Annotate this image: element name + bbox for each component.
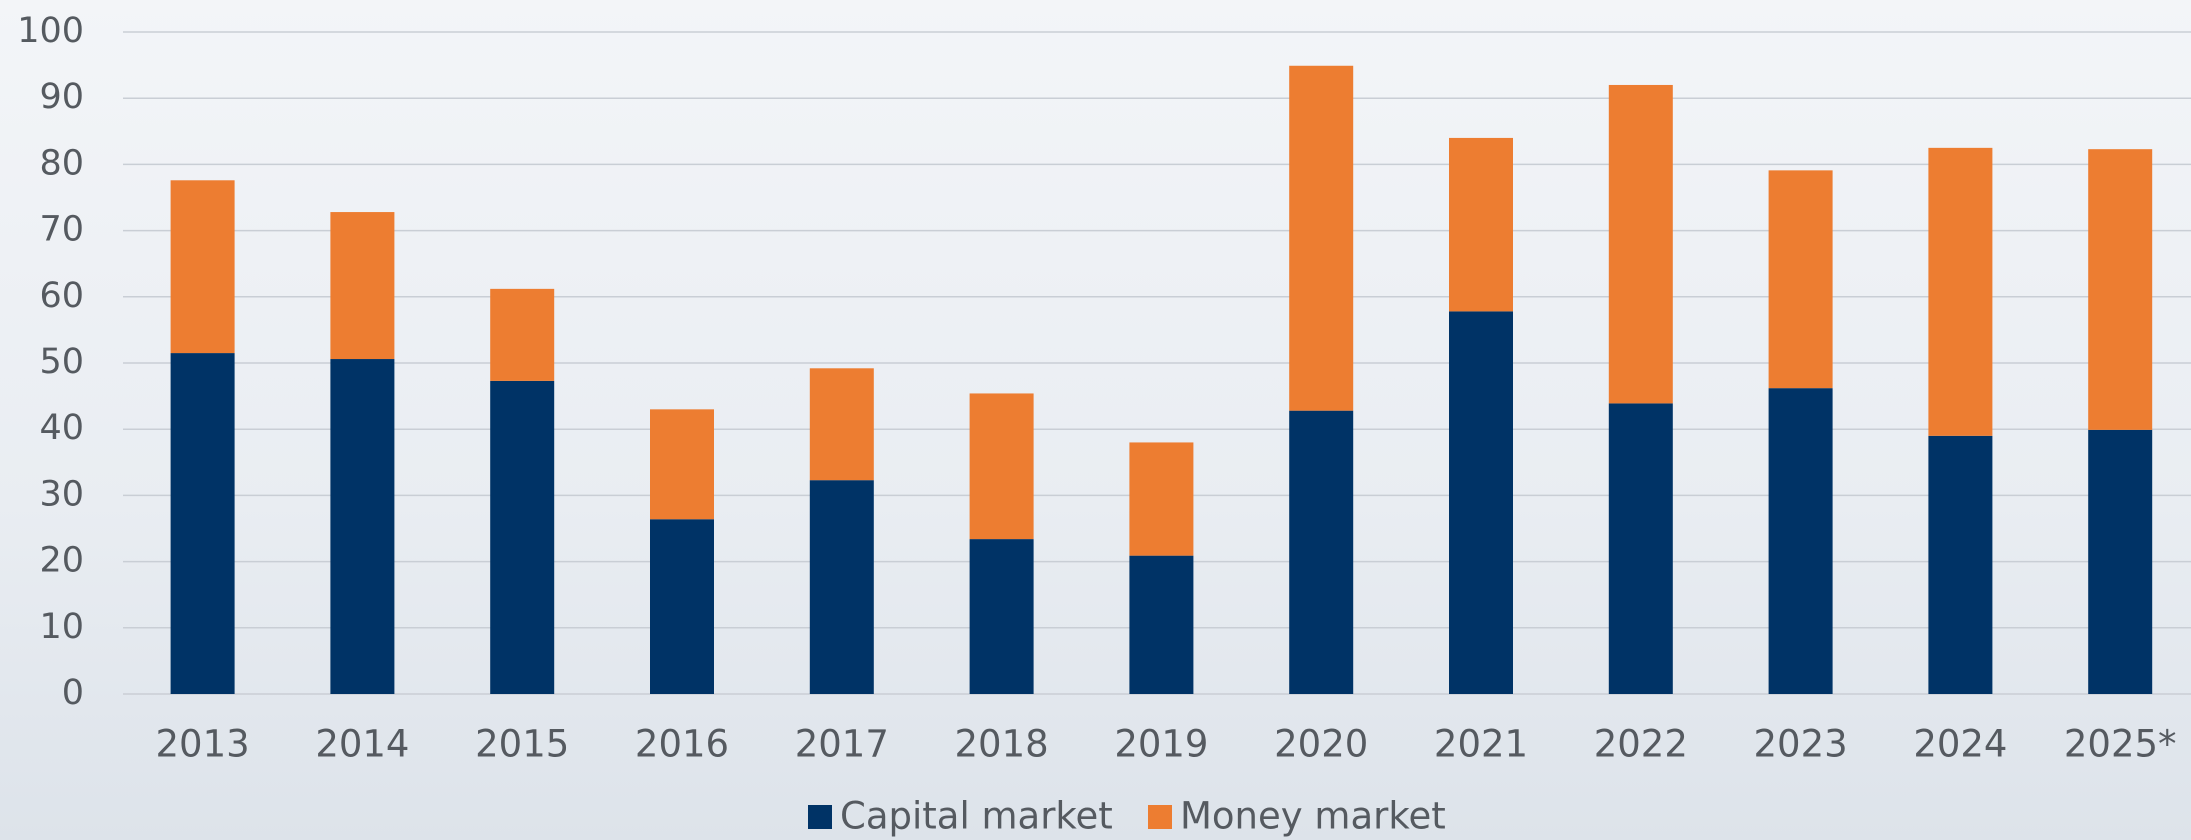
x-tick-label: 2024 xyxy=(1913,723,2007,766)
bar-segment xyxy=(810,368,874,480)
x-tick-label: 2015 xyxy=(475,723,569,766)
legend-swatch xyxy=(1148,805,1172,829)
bar-segment xyxy=(1609,85,1673,403)
y-tick-label: 60 xyxy=(39,276,84,316)
bar-segment xyxy=(970,539,1034,694)
legend-label: Capital market xyxy=(840,795,1113,838)
bar-segment xyxy=(330,212,394,359)
x-tick-label: 2021 xyxy=(1434,723,1528,766)
bar-segment xyxy=(650,519,714,694)
x-tick-label: 2017 xyxy=(795,723,889,766)
bar-segment xyxy=(1928,148,1992,436)
x-tick-label: 2019 xyxy=(1114,723,1208,766)
x-tick-label: 2018 xyxy=(955,723,1049,766)
bar-segment xyxy=(490,289,554,381)
bar-segment xyxy=(1129,556,1193,694)
x-tick-label: 2016 xyxy=(635,723,729,766)
y-tick-label: 50 xyxy=(39,342,84,382)
bar-segment xyxy=(650,409,714,519)
chart: 0 10 20 30 40 50 60 70 80 90 100 2013 2014 2015 2016 20… xyxy=(0,0,2191,840)
bar-segment xyxy=(970,393,1034,539)
x-tick-label: 2013 xyxy=(156,723,250,766)
bar-segment xyxy=(171,180,235,353)
bar-segment xyxy=(2088,149,2152,430)
x-tick-label: 2020 xyxy=(1274,723,1368,766)
bar-segment xyxy=(1609,403,1673,694)
y-tick-label: 70 xyxy=(39,210,84,250)
x-tick-label: 2022 xyxy=(1594,723,1688,766)
bar-segment xyxy=(1928,436,1992,694)
legend-label: Money market xyxy=(1180,795,1446,838)
bar-segment xyxy=(1449,311,1513,694)
bar-segment xyxy=(1449,138,1513,311)
bar-segment xyxy=(810,480,874,694)
y-tick-label: 100 xyxy=(17,11,84,51)
y-tick-label: 30 xyxy=(39,474,84,514)
bar-segment xyxy=(2088,430,2152,694)
y-tick-label: 40 xyxy=(39,408,84,448)
y-tick-label: 90 xyxy=(39,77,84,117)
bar-segment xyxy=(1769,388,1833,694)
x-tick-label: 2025* xyxy=(2064,723,2177,766)
y-tick-label: 20 xyxy=(39,541,84,581)
y-tick-label: 80 xyxy=(39,143,84,183)
bar-segment xyxy=(171,353,235,694)
bar-segment xyxy=(1289,411,1353,694)
bar-segment xyxy=(1289,66,1353,411)
x-tick-label: 2023 xyxy=(1754,723,1848,766)
bar-segment xyxy=(1769,170,1833,388)
bar-segment xyxy=(330,359,394,694)
legend-swatch xyxy=(808,805,832,829)
y-tick-label: 0 xyxy=(62,673,84,713)
bar-segment xyxy=(490,381,554,694)
x-tick-label: 2014 xyxy=(315,723,409,766)
y-tick-label: 10 xyxy=(39,607,84,647)
bar-segment xyxy=(1129,442,1193,555)
